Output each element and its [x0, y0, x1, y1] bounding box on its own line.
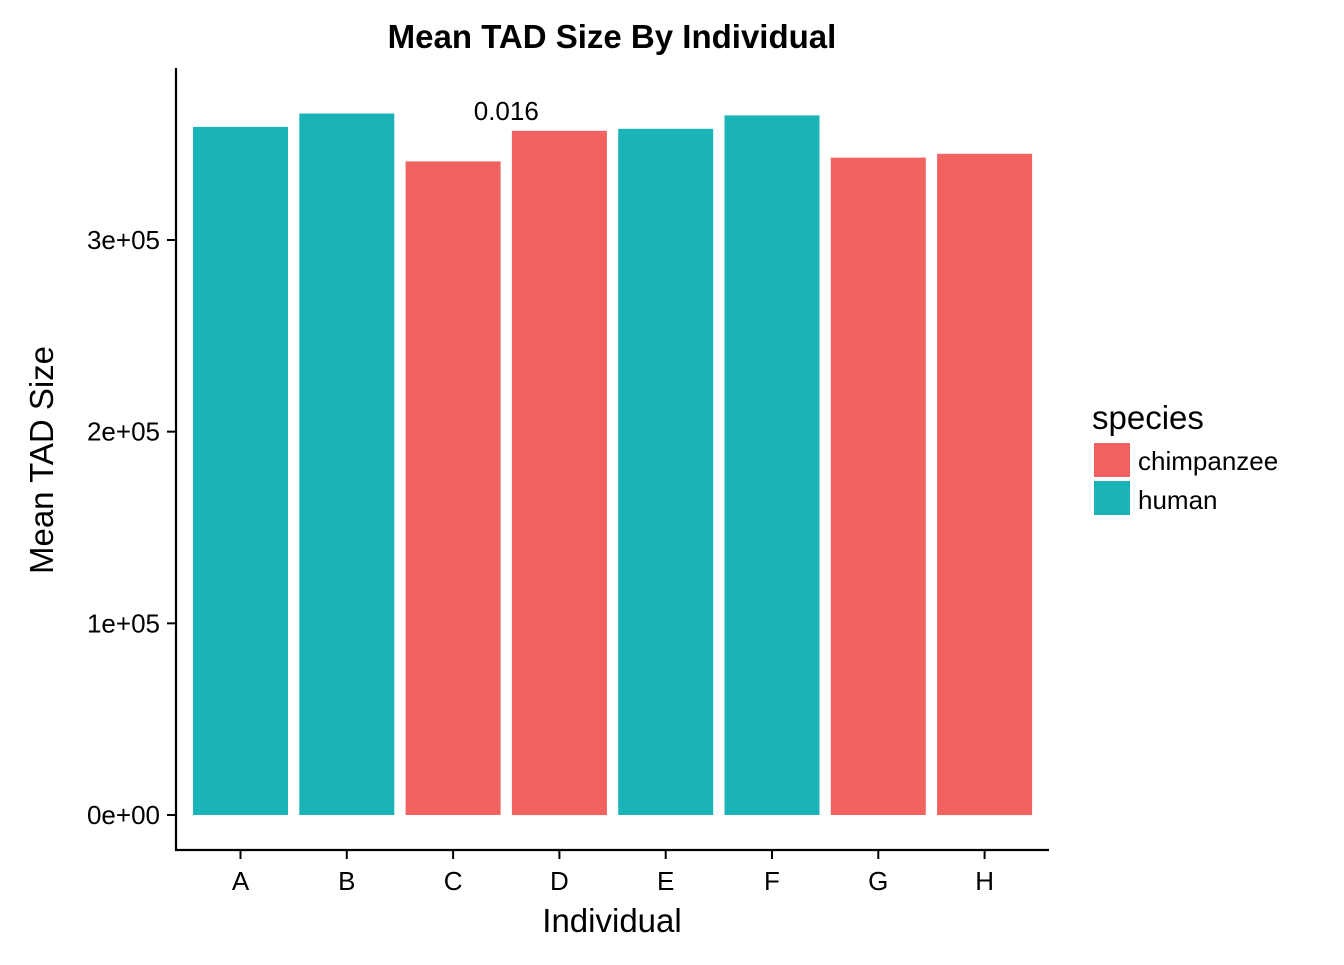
- x-axis-title: Individual: [542, 902, 681, 939]
- annotation-label: 0.016: [474, 96, 539, 126]
- bar-H: [937, 153, 1033, 816]
- bar-F: [724, 115, 820, 815]
- x-tick-label-G: G: [868, 866, 888, 896]
- bar-C: [405, 161, 501, 815]
- y-tick-label-2: 2e+05: [87, 417, 160, 447]
- chart-title: Mean TAD Size By Individual: [388, 18, 837, 55]
- legend-label-human: human: [1138, 485, 1218, 515]
- bar-D: [511, 130, 607, 816]
- bar-E: [618, 128, 714, 816]
- bar-A: [193, 126, 288, 815]
- y-axis-title: Mean TAD Size: [23, 346, 60, 574]
- legend-title: species: [1092, 399, 1204, 436]
- x-tick-label-E: E: [657, 866, 674, 896]
- x-tick-label-D: D: [550, 866, 569, 896]
- x-tick-label-F: F: [764, 866, 780, 896]
- x-tick-label-C: C: [444, 866, 463, 896]
- bars-group: [193, 113, 1033, 816]
- legend-key-human: [1094, 481, 1130, 515]
- y-ticks-group: 0e+00 1e+05 2e+05 3e+05: [87, 225, 176, 830]
- legend: species chimpanzee human: [1092, 399, 1278, 515]
- legend-key-chimpanzee: [1094, 443, 1130, 477]
- y-tick-label-0: 0e+00: [87, 800, 160, 830]
- x-ticks-group: A B C D E F G H: [232, 850, 994, 896]
- x-tick-label-B: B: [338, 866, 355, 896]
- x-tick-label-H: H: [975, 866, 994, 896]
- bar-B: [299, 113, 395, 815]
- bar-G: [830, 157, 926, 816]
- y-tick-label-3: 3e+05: [87, 225, 160, 255]
- x-tick-label-A: A: [232, 866, 250, 896]
- legend-label-chimpanzee: chimpanzee: [1138, 446, 1278, 476]
- y-tick-label-1: 1e+05: [87, 608, 160, 638]
